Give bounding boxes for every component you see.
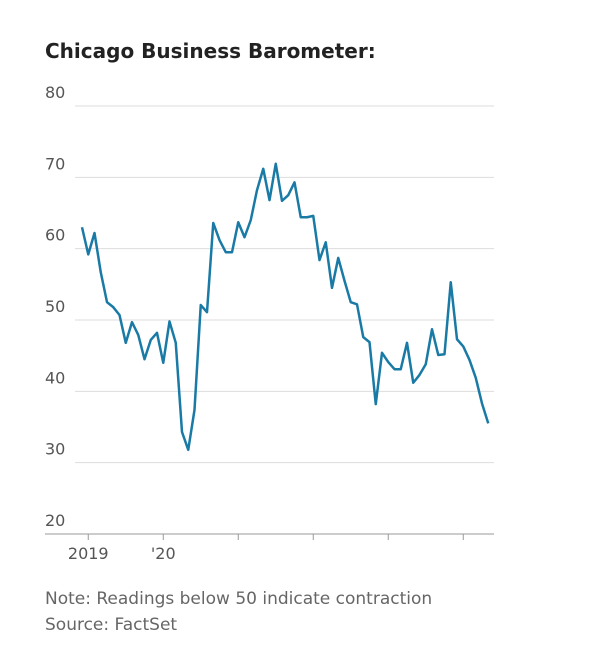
data-line bbox=[80, 162, 490, 452]
y-tick-label: 70 bbox=[45, 154, 65, 173]
y-tick-label: 30 bbox=[45, 440, 65, 459]
y-tick-label: 50 bbox=[45, 297, 65, 316]
chart-title: Chicago Business Barometer: bbox=[45, 39, 376, 63]
y-tick-label: 40 bbox=[45, 368, 65, 387]
y-tick-label: 60 bbox=[45, 226, 65, 245]
note: Note: Readings below 50 indicate contrac… bbox=[45, 589, 432, 609]
source: Source: FactSet bbox=[45, 615, 177, 635]
y-tick-label: 80 bbox=[45, 83, 65, 102]
x-tick-label: 2019 bbox=[68, 544, 109, 563]
x-tick-label: '20 bbox=[151, 544, 176, 563]
y-tick-label: 20 bbox=[45, 511, 65, 530]
